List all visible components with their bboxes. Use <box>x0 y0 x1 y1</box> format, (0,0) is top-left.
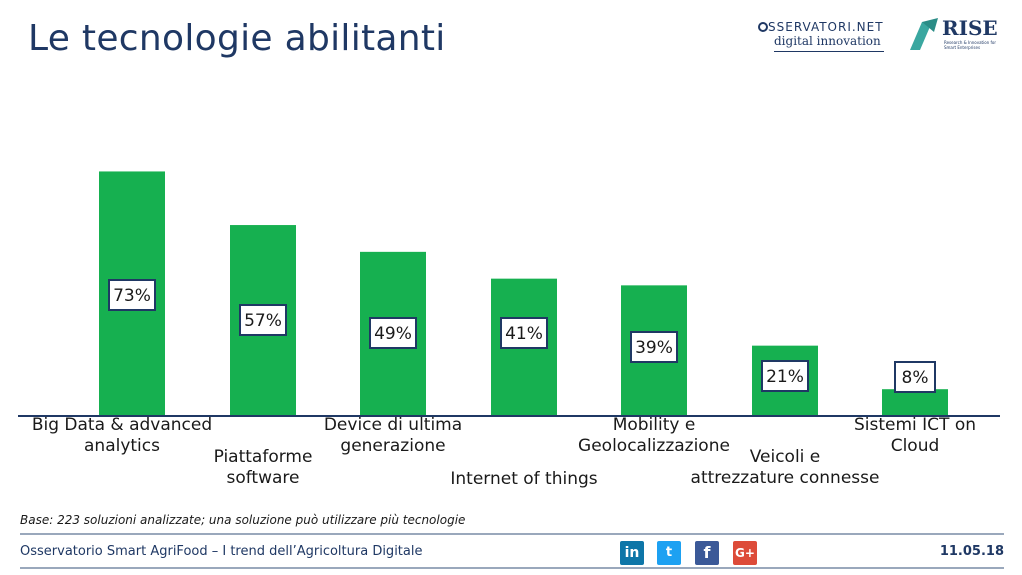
twitter-icon[interactable]: t <box>657 541 681 565</box>
divider-top <box>20 533 1004 535</box>
category-label: Sistemi ICT on Cloud <box>854 415 976 456</box>
bar-chart: 73% 57% 49% 41% 39% 21% 8% Big Data & advanced a… <box>18 171 1000 489</box>
logo-brand-text: SSERVATORI.NET <box>768 20 884 34</box>
value-label-box <box>761 360 809 392</box>
value-label-box <box>108 279 156 311</box>
value-label-box <box>630 331 678 363</box>
osservatori-logo: SSERVATORI.NET digital innovation <box>758 20 898 60</box>
divider-bottom <box>20 567 1004 569</box>
page-title: Le tecnologie abilitanti <box>28 18 446 59</box>
value-label-box <box>500 317 548 349</box>
category-label: Veicoli e attrezzature connesse <box>691 447 880 488</box>
rise-logo-text: RISE <box>942 16 998 40</box>
category-label: Piattaforme software <box>214 447 313 488</box>
linkedin-icon[interactable]: in <box>620 541 644 565</box>
category-label: Big Data & advanced analytics <box>32 415 212 456</box>
base-note: Base: 223 soluzioni analizzate; una solu… <box>20 513 466 527</box>
rise-logo: RISE Research & Innovation for Smart Ent… <box>908 16 1008 60</box>
footer-date: 11.05.18 <box>939 544 1004 559</box>
value-label: 73% <box>113 286 151 306</box>
value-label: 57% <box>244 311 282 331</box>
logo-o-icon <box>758 22 768 32</box>
category-label: Internet of things <box>450 469 597 489</box>
facebook-icon[interactable]: f <box>695 541 719 565</box>
google-plus-icon[interactable]: G+ <box>733 541 757 565</box>
value-label-box <box>894 361 936 393</box>
bar <box>882 389 948 416</box>
category-label: Device di ultima generazione <box>324 415 462 456</box>
value-label: 39% <box>635 338 673 358</box>
value-label: 8% <box>902 368 929 388</box>
logo-sub-text: digital innovation <box>774 34 881 48</box>
value-label: 21% <box>766 367 804 387</box>
category-label: Mobility e Geolocalizzazione <box>578 415 730 456</box>
rise-logo-subtext: Research & Innovation for Smart Enterpri… <box>944 40 996 50</box>
value-label-box <box>369 317 417 349</box>
value-label: 41% <box>505 324 543 344</box>
footer-title: Osservatorio Smart AgriFood – I trend de… <box>20 544 423 559</box>
rise-arrow-icon <box>910 18 938 50</box>
value-label-box <box>239 304 287 336</box>
value-label: 49% <box>374 324 412 344</box>
logo-underline <box>774 51 884 52</box>
